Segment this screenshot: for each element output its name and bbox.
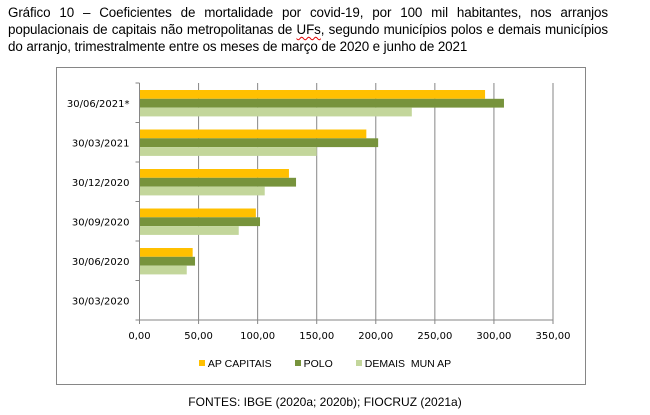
legend-item-polo: POLO (294, 358, 333, 370)
y-tick-label: 30/03/2021 (72, 138, 130, 149)
legend-item-demais: DEMAIS MUN AP (355, 358, 452, 370)
source-note: FONTES: IBGE (2020a; 2020b); FIOCRUZ (20… (188, 395, 462, 409)
chart-frame (56, 67, 586, 385)
x-tick-label: 150,00 (299, 331, 334, 342)
bar-ap-capitais-2 (140, 169, 289, 178)
legend-label: POLO (303, 358, 333, 370)
y-tick-label: 30/06/2020 (72, 257, 130, 268)
x-tick-label: 350,00 (536, 331, 571, 342)
title-text-2: , segundo municípios polos e demais muni… (8, 22, 608, 54)
y-tick-label: 30/12/2020 (72, 178, 130, 189)
title-text-1: Gráfico 10 – Coeficientes de mortalidade… (8, 5, 608, 37)
x-tick-label: 200,00 (358, 331, 393, 342)
axes (135, 82, 554, 324)
legend: AP CAPITAIS POLO DEMAIS MUN AP (0, 358, 650, 370)
bar-demais-mun-ap-3 (140, 226, 239, 235)
y-tick-label: 30/09/2020 (72, 217, 130, 228)
chart-title: Gráfico 10 – Coeficientes de mortalidade… (8, 4, 608, 55)
x-tick-label: 300,00 (476, 331, 511, 342)
x-tick-labels: 0,00 50,00 100,00 150,00 200,00 250,00 300,00 3… (128, 331, 570, 342)
bar-demais-mun-ap-2 (140, 186, 265, 196)
x-tick-label: 50,00 (184, 331, 213, 342)
legend-item-ap-capitais: AP CAPITAIS (198, 358, 272, 370)
x-tick-label: 250,00 (417, 331, 452, 342)
bar-ap-capitais-4 (140, 248, 193, 257)
x-tick-label: 100,00 (240, 331, 275, 342)
legend-label: AP CAPITAIS (207, 358, 272, 370)
legend-swatch (355, 360, 362, 367)
bar-ap-capitais-3 (140, 208, 256, 218)
y-tick-label: 30/06/2021* (67, 99, 130, 110)
bar-polo-4 (140, 256, 196, 266)
gridlines (198, 83, 554, 320)
bar-polo-1 (140, 138, 379, 148)
legend-label: DEMAIS MUN AP (364, 358, 452, 370)
bar-polo-2 (140, 177, 297, 187)
bar-ap-capitais-1 (140, 129, 367, 139)
bar-ap-capitais-0 (140, 90, 486, 99)
bar-demais-mun-ap-1 (140, 147, 317, 156)
y-tick-label: 30/03/2020 (72, 296, 130, 307)
title-text-ufs: UFs (296, 22, 321, 37)
bar-demais-mun-ap-0 (140, 107, 412, 117)
legend-swatch (198, 360, 205, 367)
bar-polo-3 (140, 217, 261, 227)
legend-swatch (294, 360, 301, 367)
bar-demais-mun-ap-4 (140, 265, 187, 275)
bar-polo-0 (140, 98, 504, 108)
y-tick-labels: 30/06/2021* 30/03/2021 30/12/2020 30/09/202… (67, 99, 130, 308)
bars (140, 90, 504, 275)
x-tick-label: 0,00 (128, 331, 150, 342)
